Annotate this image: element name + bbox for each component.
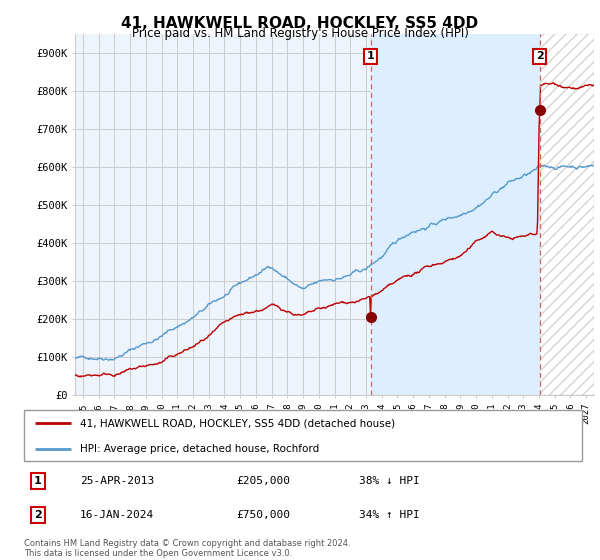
Text: 1: 1 [34, 476, 42, 486]
Text: 25-APR-2013: 25-APR-2013 [80, 476, 154, 486]
Text: 1: 1 [367, 52, 374, 62]
Text: 41, HAWKWELL ROAD, HOCKLEY, SS5 4DD (detached house): 41, HAWKWELL ROAD, HOCKLEY, SS5 4DD (det… [80, 418, 395, 428]
Text: 38% ↓ HPI: 38% ↓ HPI [359, 476, 419, 486]
Text: 2: 2 [536, 52, 544, 62]
Text: HPI: Average price, detached house, Rochford: HPI: Average price, detached house, Roch… [80, 444, 319, 454]
Text: £750,000: £750,000 [236, 510, 290, 520]
Text: 41, HAWKWELL ROAD, HOCKLEY, SS5 4DD: 41, HAWKWELL ROAD, HOCKLEY, SS5 4DD [121, 16, 479, 31]
Bar [540, 34, 594, 395]
Bar [540, 34, 594, 395]
Text: £205,000: £205,000 [236, 476, 290, 486]
Text: 2: 2 [34, 510, 42, 520]
Bar [371, 34, 540, 395]
Text: 34% ↑ HPI: 34% ↑ HPI [359, 510, 419, 520]
Text: 16-JAN-2024: 16-JAN-2024 [80, 510, 154, 520]
Text: Contains HM Land Registry data © Crown copyright and database right 2024.
This d: Contains HM Land Registry data © Crown c… [24, 539, 350, 558]
Text: Price paid vs. HM Land Registry's House Price Index (HPI): Price paid vs. HM Land Registry's House … [131, 27, 469, 40]
